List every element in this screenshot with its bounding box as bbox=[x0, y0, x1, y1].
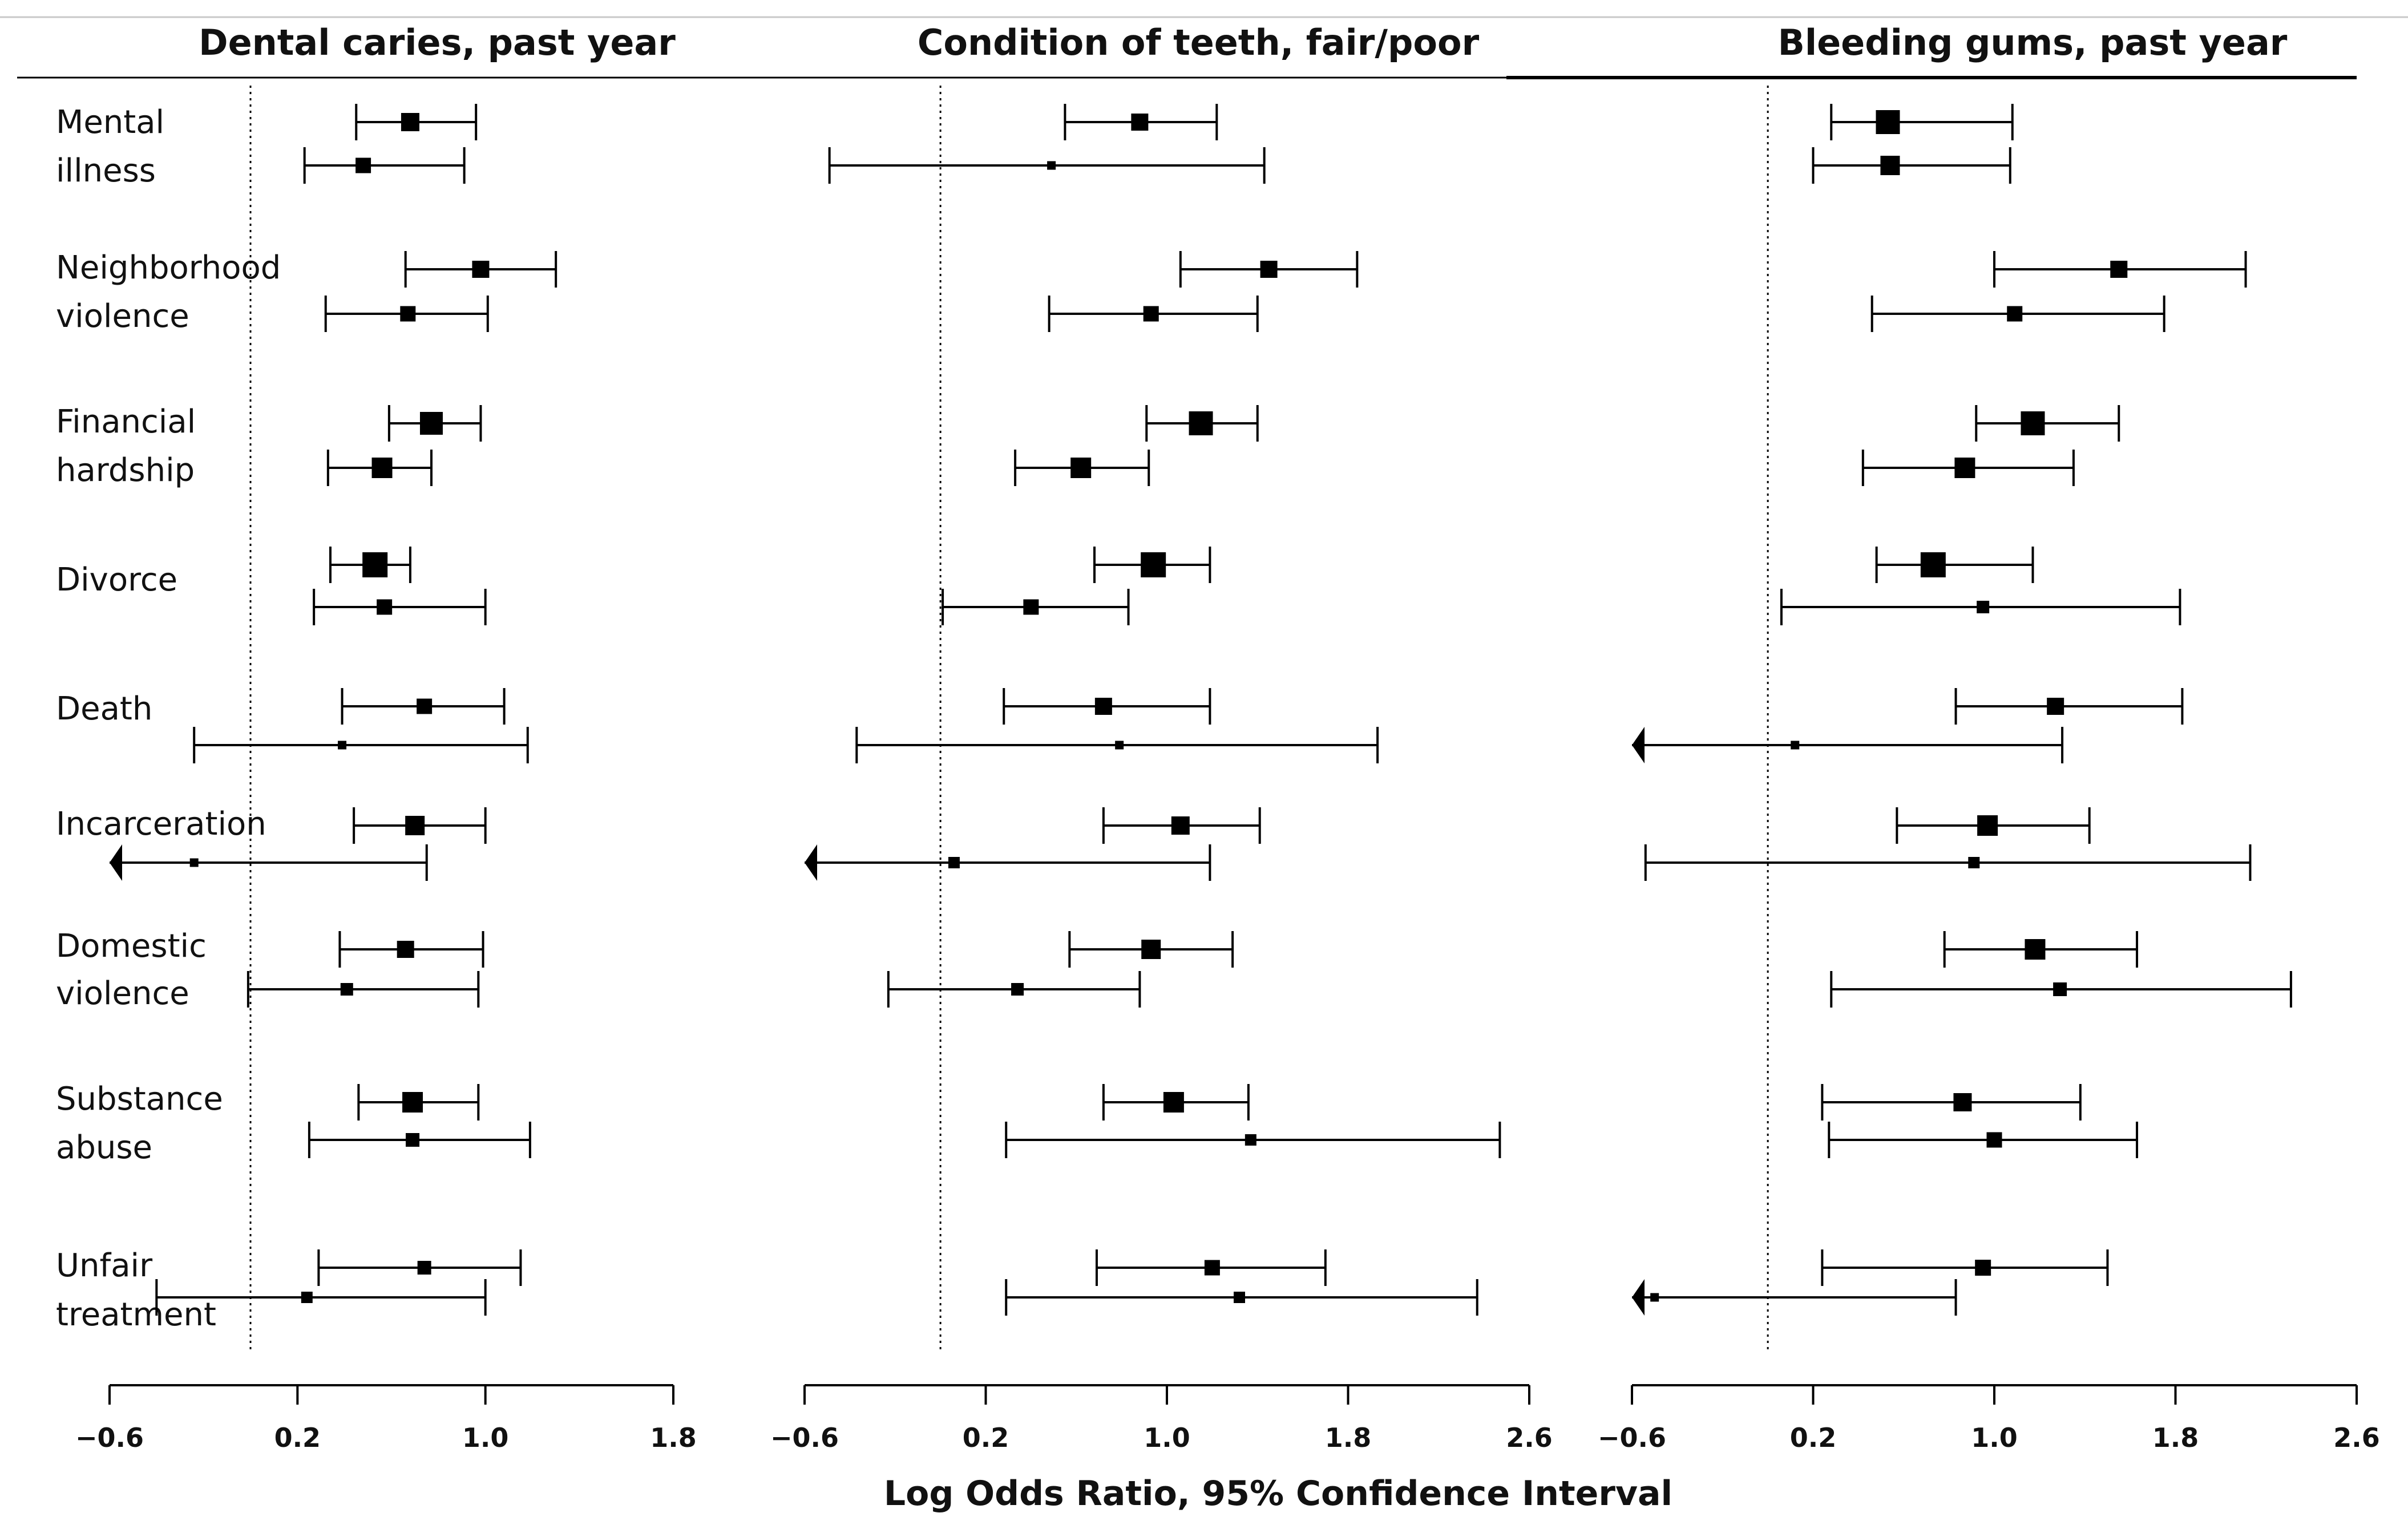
point-estimate bbox=[1141, 940, 1161, 959]
row-label: abuse bbox=[56, 1129, 152, 1166]
row-label: Domestic bbox=[56, 928, 207, 965]
x-tick-label: 1.8 bbox=[2152, 1422, 2199, 1453]
x-tick-label: 0.2 bbox=[963, 1422, 1009, 1453]
point-estimate bbox=[1245, 1134, 1256, 1146]
point-estimate bbox=[1876, 110, 1900, 134]
point-estimate bbox=[2021, 411, 2045, 435]
point-estimate bbox=[1650, 1293, 1659, 1302]
point-estimate bbox=[371, 458, 393, 478]
panel-1: Dental caries, past year −0.6 0.2 1.0 1.8 bbox=[17, 22, 805, 1453]
point-estimate bbox=[355, 157, 371, 173]
point-estimate bbox=[402, 1092, 423, 1113]
point-estimate bbox=[417, 698, 433, 714]
panel-title: Bleeding gums, past year bbox=[1778, 22, 2288, 63]
point-estimate bbox=[1977, 601, 1990, 613]
point-estimate bbox=[1204, 1260, 1220, 1276]
row-label: violence bbox=[56, 298, 189, 335]
point-estimate bbox=[1047, 161, 1056, 170]
x-tick-label: −0.6 bbox=[75, 1422, 144, 1453]
point-estimate bbox=[1977, 815, 1998, 836]
point-estimate bbox=[1011, 983, 1024, 996]
ci-arrow-low bbox=[1632, 727, 1645, 763]
panel-2: Condition of teeth, fair/poor −0.6 0.2 1.0 1… bbox=[770, 22, 1553, 1453]
row-label: Mental bbox=[56, 104, 164, 141]
point-estimate bbox=[1986, 1132, 2002, 1148]
row-label: hardship bbox=[56, 452, 195, 489]
point-estimate bbox=[2047, 698, 2064, 715]
point-estimate bbox=[419, 412, 443, 435]
point-estimate bbox=[2110, 261, 2128, 278]
point-estimate bbox=[1791, 741, 1800, 750]
point-estimate bbox=[472, 261, 490, 278]
point-estimate bbox=[1234, 1292, 1245, 1303]
point-estimate bbox=[1953, 1093, 1972, 1111]
point-estimate bbox=[406, 1133, 420, 1147]
x-tick-label: 1.0 bbox=[1971, 1422, 2018, 1453]
point-estimate bbox=[1189, 411, 1213, 435]
point-estimate bbox=[1023, 599, 1039, 615]
x-tick-label: 2.6 bbox=[1506, 1422, 1553, 1453]
point-estimate bbox=[1975, 1260, 1991, 1276]
point-estimate bbox=[948, 857, 960, 868]
panel-title: Dental caries, past year bbox=[199, 22, 676, 63]
point-estimate bbox=[400, 306, 416, 322]
row-label: Unfair bbox=[56, 1247, 153, 1284]
panel-title: Condition of teeth, fair/poor bbox=[918, 22, 1480, 63]
point-estimate bbox=[1260, 261, 1278, 278]
point-estimate bbox=[1131, 114, 1149, 131]
point-estimate bbox=[1143, 306, 1159, 322]
point-estimate bbox=[1968, 857, 1980, 868]
point-estimate bbox=[189, 858, 199, 867]
ci-arrow-low bbox=[805, 844, 817, 881]
point-estimate bbox=[301, 1292, 313, 1303]
x-tick-label: 0.2 bbox=[274, 1422, 321, 1453]
x-tick-label: 1.8 bbox=[1325, 1422, 1372, 1453]
point-estimate bbox=[362, 552, 388, 577]
point-estimate bbox=[401, 113, 419, 131]
x-tick-label: −0.6 bbox=[1598, 1422, 1666, 1453]
row-label: Incarceration bbox=[56, 806, 266, 843]
point-estimate bbox=[2053, 982, 2067, 996]
x-tick-label: 0.2 bbox=[1790, 1422, 1837, 1453]
x-tick-label: 1.0 bbox=[1144, 1422, 1190, 1453]
row-label: Financial bbox=[56, 403, 196, 440]
point-estimate bbox=[1954, 458, 1975, 478]
row-label: Divorce bbox=[56, 561, 177, 598]
row-label: Death bbox=[56, 690, 152, 727]
point-estimate bbox=[340, 983, 353, 996]
point-estimate bbox=[1171, 816, 1190, 835]
point-estimate bbox=[1163, 1092, 1184, 1113]
point-estimate bbox=[405, 816, 425, 835]
x-tick-label: −0.6 bbox=[770, 1422, 839, 1453]
x-tick-label: 1.0 bbox=[462, 1422, 509, 1453]
point-estimate bbox=[2025, 939, 2046, 960]
ci-arrow-low bbox=[110, 844, 122, 881]
row-label: treatment bbox=[56, 1296, 216, 1333]
point-estimate bbox=[377, 599, 393, 615]
row-label: illness bbox=[56, 152, 156, 189]
point-estimate bbox=[1141, 552, 1166, 577]
row-label: Substance bbox=[56, 1081, 223, 1118]
row-label: Neighborhood bbox=[56, 249, 281, 286]
point-estimate bbox=[397, 941, 414, 958]
point-estimate bbox=[417, 1261, 431, 1275]
point-estimate bbox=[1880, 156, 1900, 175]
panel-3: Bleeding gums, past year −0.6 0.2 1.0 1.8 2.6 bbox=[1506, 22, 2380, 1453]
point-estimate bbox=[1920, 552, 1946, 577]
ci-arrow-low bbox=[1632, 1279, 1645, 1316]
row-label: violence bbox=[56, 975, 189, 1012]
point-estimate bbox=[2007, 306, 2023, 322]
x-tick-label: 2.6 bbox=[2333, 1422, 2380, 1453]
point-estimate bbox=[1070, 458, 1092, 478]
point-estimate bbox=[1115, 741, 1124, 750]
point-estimate bbox=[338, 741, 347, 750]
x-axis-title: Log Odds Ratio, 95% Confidence Interval bbox=[884, 1474, 1672, 1514]
point-estimate bbox=[1094, 698, 1112, 715]
x-tick-label: 1.8 bbox=[650, 1422, 697, 1453]
